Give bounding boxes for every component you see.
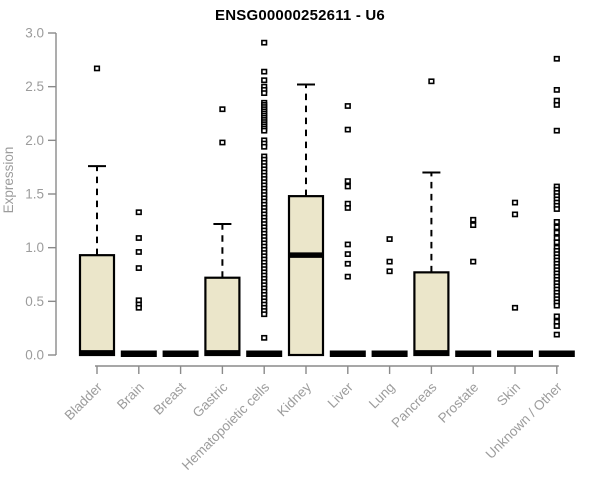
outlier-point bbox=[219, 139, 226, 146]
outlier-point bbox=[470, 216, 477, 223]
x-category-label: Kidney bbox=[274, 379, 314, 419]
outlier-point bbox=[261, 77, 268, 84]
outlier-point bbox=[344, 178, 351, 185]
outlier-point bbox=[553, 323, 560, 329]
outlier-point bbox=[344, 205, 351, 211]
outlier-point bbox=[553, 229, 560, 236]
outlier-point bbox=[553, 224, 560, 231]
outlier-point bbox=[511, 199, 519, 206]
x-category-label: Prostate bbox=[435, 380, 481, 426]
outlier-point bbox=[386, 268, 393, 275]
outlier-point bbox=[470, 222, 477, 229]
outlier-point bbox=[470, 258, 477, 265]
collapsed-box bbox=[538, 350, 575, 357]
y-tick-label: 2.5 bbox=[25, 79, 44, 94]
outlier-point bbox=[261, 39, 268, 46]
outlier-point bbox=[386, 236, 393, 242]
outlier-point bbox=[553, 127, 560, 134]
collapsed-box bbox=[246, 350, 283, 357]
outlier-point bbox=[553, 206, 560, 212]
y-tick-label: 1.0 bbox=[25, 240, 44, 255]
outlier-point bbox=[344, 251, 351, 258]
outlier-point bbox=[261, 68, 268, 75]
collapsed-box bbox=[371, 350, 408, 357]
outlier-point bbox=[553, 219, 560, 225]
x-category-label: Gastric bbox=[190, 379, 231, 420]
outlier-point bbox=[553, 102, 560, 108]
collapsed-box bbox=[455, 350, 492, 357]
collapsed-box bbox=[120, 350, 157, 357]
outlier-point bbox=[553, 331, 560, 338]
box bbox=[413, 271, 450, 357]
outlier-point bbox=[135, 265, 142, 271]
outlier-point bbox=[553, 55, 560, 62]
x-category-label: Breast bbox=[151, 379, 189, 417]
outlier-point bbox=[553, 302, 560, 309]
outlier-point bbox=[344, 260, 351, 267]
chart-title: ENSG00000252611 - U6 bbox=[215, 7, 385, 24]
x-category-label: Liver bbox=[325, 379, 357, 411]
outlier-point bbox=[261, 311, 268, 318]
box bbox=[78, 254, 116, 357]
outlier-point bbox=[135, 209, 142, 216]
collapsed-box bbox=[497, 350, 533, 357]
outlier-point bbox=[553, 313, 560, 320]
outlier-point bbox=[93, 65, 101, 72]
x-category-label: Lung bbox=[366, 380, 398, 412]
outlier-point bbox=[344, 126, 351, 133]
collapsed-box bbox=[162, 350, 199, 357]
x-category-label: Unknown / Other bbox=[483, 379, 566, 462]
y-tick-label: 0.0 bbox=[25, 348, 44, 363]
y-tick-label: 2.0 bbox=[25, 133, 44, 148]
outlier-point bbox=[344, 241, 351, 248]
x-category-label: Skin bbox=[494, 380, 523, 409]
box bbox=[287, 195, 325, 357]
outlier-point bbox=[261, 334, 268, 341]
outlier-point bbox=[261, 90, 268, 97]
outlier-point bbox=[553, 86, 560, 93]
outlier-point bbox=[553, 239, 560, 246]
y-tick-label: 1.5 bbox=[25, 187, 44, 202]
x-category-label: Pancreas bbox=[389, 379, 440, 430]
y-axis-title: Expression bbox=[1, 147, 16, 214]
box bbox=[204, 276, 241, 357]
outlier-point bbox=[135, 304, 142, 311]
outlier-point bbox=[135, 235, 142, 241]
outlier-point bbox=[511, 304, 519, 311]
outlier-point bbox=[344, 103, 351, 109]
outlier-point bbox=[386, 258, 393, 265]
outlier-point bbox=[344, 183, 351, 190]
outlier-point bbox=[344, 273, 351, 280]
y-tick-label: 3.0 bbox=[25, 26, 44, 41]
x-category-label: Brain bbox=[114, 380, 147, 413]
x-category-label: Bladder bbox=[62, 379, 106, 423]
outlier-point bbox=[219, 106, 226, 113]
outlier-point bbox=[135, 249, 142, 255]
outlier-point bbox=[511, 211, 519, 218]
collapsed-box bbox=[329, 350, 366, 357]
y-tick-label: 0.5 bbox=[25, 294, 44, 309]
outlier-point bbox=[261, 127, 268, 134]
outlier-point bbox=[428, 78, 435, 85]
outlier-point bbox=[261, 143, 268, 150]
